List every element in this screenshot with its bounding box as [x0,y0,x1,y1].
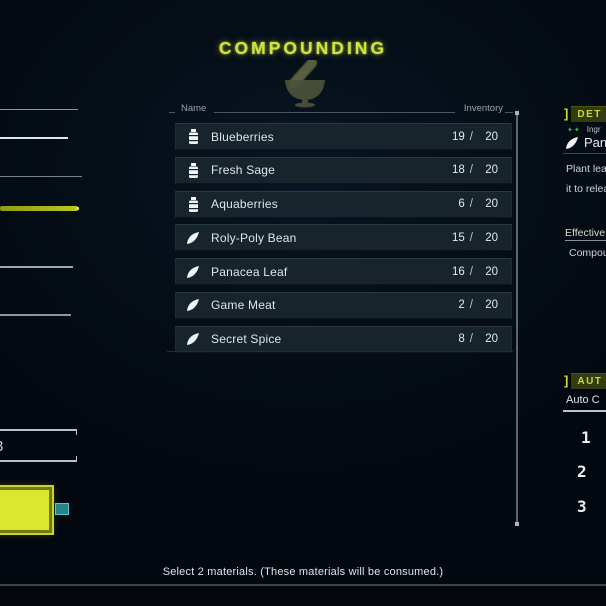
list-bottom-line [167,351,513,352]
details-separator [563,153,606,154]
inventory-count: 15/20 [452,231,498,244]
material-row[interactable]: Roly-Poly Bean 15/20 [175,224,512,252]
leaf-icon [186,264,200,280]
material-name: Roly-Poly Bean [211,230,297,245]
left-divider-line [0,176,82,177]
inventory-count: 16/20 [452,265,498,278]
inventory-count: 6/20 [458,198,498,210]
details-header: ] DET [564,105,606,122]
inventory-column-header: Inventory [463,103,503,114]
material-row[interactable]: Panacea Leaf 16/20 [175,258,512,285]
material-row[interactable]: Blueberries 19/20 [175,123,512,150]
material-name: Game Meat [211,298,276,313]
left-bracket-line [0,456,77,462]
auto-header: ] AUT [564,372,606,389]
selected-item-row: Pan [565,135,606,150]
left-bracket-line [0,429,77,434]
inventory-count: 8/20 [458,333,498,345]
material-name: Fresh Sage [211,163,276,178]
auto-divider-line [563,410,606,412]
materials-list-header: Name Inventory [169,103,513,116]
materials-rows: Blueberries 19/20 Fresh Sage 18/20 Aquab… [175,123,512,353]
auto-slot-1[interactable]: 1 [581,428,591,447]
inventory-count: 19/20 [452,130,498,143]
leaf-icon [566,136,578,149]
material-name: Panacea Leaf [211,264,288,279]
title-bar: COMPOUNDING [0,38,606,108]
auto-subheader: Auto C [566,394,600,406]
teal-indicator [55,503,69,515]
footer-strip [0,586,606,606]
confirm-button[interactable] [0,487,52,533]
details-header-label: DET [571,105,606,122]
scrollbar-track[interactable] [516,112,518,526]
item-description-line: it to relea [566,183,606,195]
left-selected-highlight [0,206,79,211]
materials-list: Name Inventory Blueberries 19/20 Fresh S… [169,103,513,359]
rarity-star-icon: ✦✦ [567,126,581,134]
left-partial-text: 3 [0,438,3,455]
scrollbar-top-handle[interactable] [514,111,519,115]
inventory-count: 18/20 [452,164,498,177]
header-line [505,112,513,113]
leaf-icon [186,331,200,347]
material-row[interactable]: Aquaberries 6/20 [175,190,512,218]
bracket-glyph: ] [564,106,569,121]
left-divider-line [0,314,71,316]
selected-item-name: Pan [584,135,606,150]
name-column-header: Name [181,103,207,114]
material-row[interactable]: Game Meat 2/20 [175,291,512,319]
rarity-row: ✦✦ Ingr [567,125,601,134]
material-name: Aquaberries [211,197,278,211]
header-line [169,112,175,113]
bottle-icon [186,196,200,212]
bottle-icon [186,162,200,178]
inventory-count: 2/20 [458,299,498,312]
instruction-message: Select 2 materials. (These materials wil… [162,566,444,578]
mortar-pestle-icon [285,60,325,108]
material-name: Secret Spice [211,332,282,346]
effective-items-value: Compou [569,247,606,259]
auto-slot-3[interactable]: 3 [577,497,587,516]
ingredient-label: Ingr [586,125,601,134]
item-description-line: Plant lea [566,163,606,175]
scrollbar-bottom-handle[interactable] [514,522,519,526]
leaf-icon [186,230,200,246]
left-divider-line [0,137,68,139]
material-name: Blueberries [211,129,274,144]
material-row[interactable]: Secret Spice 8/20 [175,325,512,353]
leaf-icon [186,297,200,313]
left-divider-line [0,109,78,110]
left-divider-line [0,266,73,268]
bottle-icon [186,129,200,145]
page-title: COMPOUNDING [218,38,388,58]
auto-header-label: AUT [571,372,606,389]
material-row[interactable]: Fresh Sage 18/20 [175,156,512,184]
footer-divider-line [0,584,606,586]
effective-items-label: Effective It [565,227,606,241]
bracket-glyph: ] [564,373,569,388]
auto-slot-2[interactable]: 2 [577,462,587,481]
header-line [214,112,455,113]
